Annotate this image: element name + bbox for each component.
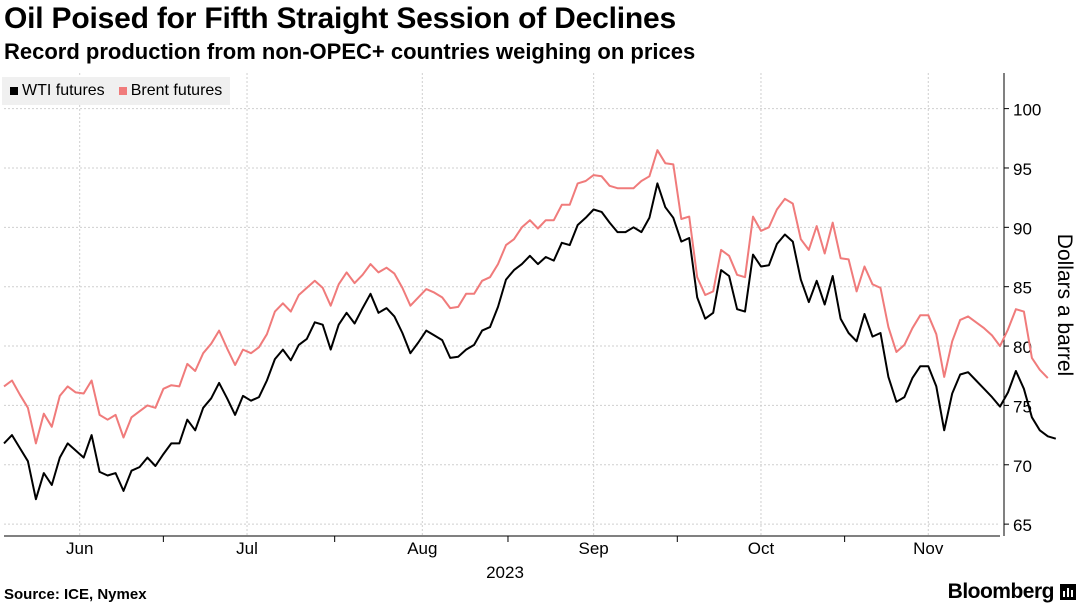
y-tick-label-100: 100 [1013,101,1041,120]
x-axis-year-label: 2023 [486,563,524,582]
y-tick-label-65: 65 [1013,516,1032,535]
source-note: Source: ICE, Nymex [4,586,147,603]
series-line-brent [3,149,1049,445]
legend-label-wti: WTI futures [22,82,105,99]
x-tick-label-jul: Jul [236,539,258,558]
chart-title: Oil Poised for Fifth Straight Session of… [4,2,676,35]
x-tick-label-oct: Oct [748,539,775,558]
legend-item-wti[interactable]: WTI futures [10,82,105,100]
y-tick-label-70: 70 [1013,457,1032,476]
legend: WTI futures Brent futures [2,77,231,105]
y-tick-label-90: 90 [1013,219,1032,238]
y-tick-label-95: 95 [1013,160,1032,179]
y-tick-label-80: 80 [1013,338,1032,357]
legend-swatch-wti [10,87,18,95]
x-tick-label-nov: Nov [913,539,944,558]
x-tick-label-aug: Aug [407,539,437,558]
brand-name: Bloomberg [947,580,1055,603]
bloomberg-logo: Bloomberg [948,580,1076,604]
x-tick-label-jun: Jun [66,539,93,558]
series-line-wti [3,182,1057,501]
legend-item-brent[interactable]: Brent futures [118,82,223,100]
x-tick-label-sep: Sep [579,539,609,558]
series [3,149,1057,501]
chart-subtitle: Record production from non-OPEC+ countri… [4,39,696,64]
legend-label-brent: Brent futures [130,82,223,99]
bloomberg-bars-icon [1060,584,1076,600]
y-tick-label-85: 85 [1013,279,1032,298]
y-axis-label: Dollars a barrel [1053,234,1076,376]
legend-swatch-brent [118,87,127,95]
grid [4,73,1000,536]
